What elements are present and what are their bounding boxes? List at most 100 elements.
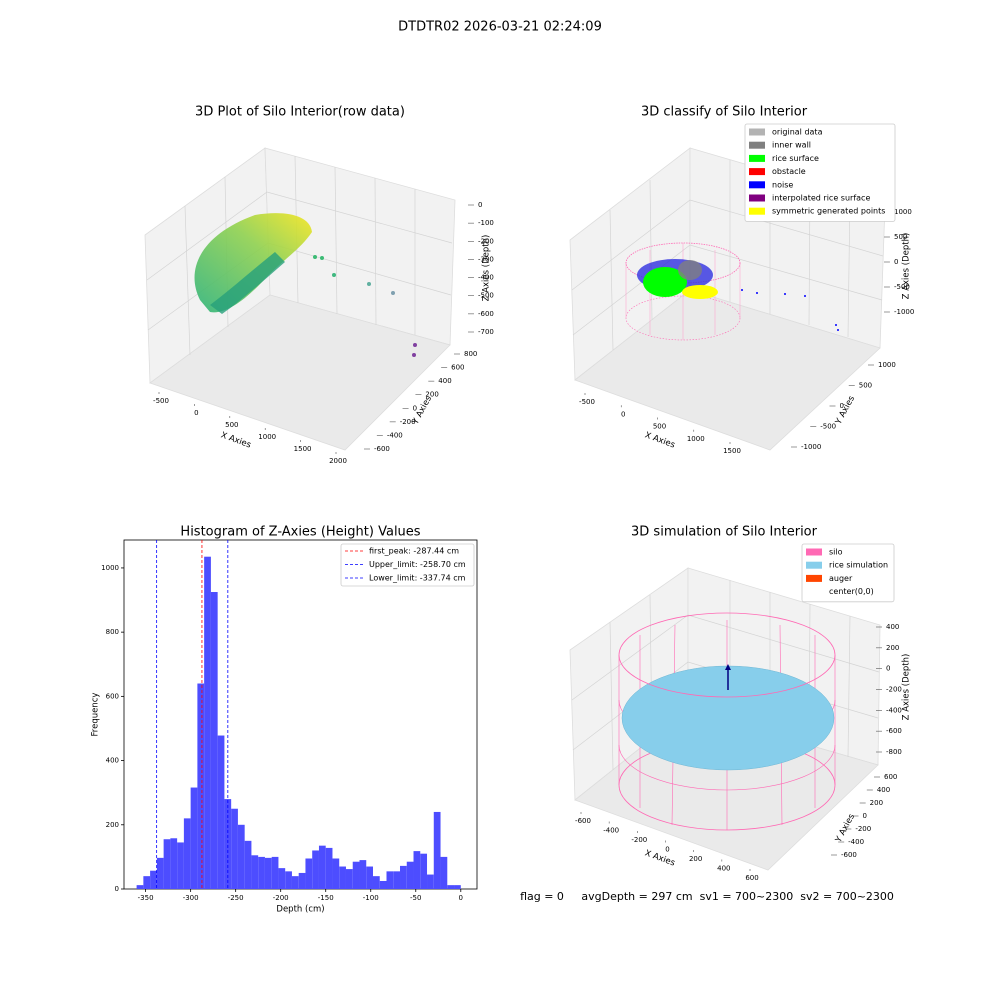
legend-label: original data [772,128,823,137]
histogram-bar [352,861,360,889]
y-tick-label: 600 [106,692,119,700]
x-tick-label: -150 [318,894,334,902]
x-tick-label: -350 [138,894,154,902]
z-tick-label: -400 [886,706,902,714]
histogram-bar [177,842,184,889]
x-tick-label: 500 [653,423,666,431]
histogram-bar [156,857,164,889]
chart-title: 3D simulation of Silo Interior [631,525,818,540]
y-tick-label: 0 [863,812,867,820]
y-axis-label: Frequency [91,693,101,737]
legend-swatch [749,141,765,149]
z-tick-label: -500 [894,283,910,291]
histogram-bar [420,853,428,889]
y-tick-label: -400 [848,838,864,846]
histogram-bar [427,874,434,889]
y-tick-label: 0 [840,402,844,410]
legend-label: silo [829,548,843,557]
z-tick-label: -200 [478,237,494,245]
legend-label: first_peak: -287.44 cm [369,547,459,556]
x-tick-label: -300 [183,894,199,902]
histogram-bar [204,556,211,889]
legend-label: symmetric generated points [772,207,885,216]
chart-title: 3D classify of Silo Interior [641,105,808,120]
x-axis-label: Depth (cm) [276,905,324,915]
legend-swatch [749,168,765,176]
x-tick-label: 1000 [687,435,705,443]
x-tick-label: 1500 [294,445,312,453]
x-tick-label: -500 [153,397,169,405]
histogram-bar [224,799,232,889]
histogram-bar [183,818,191,889]
histogram-bar [372,876,380,889]
z-axis-label: Z Axies (Depth) [902,654,912,721]
x-tick-label: 2000 [329,457,347,465]
legend-label: center(0,0) [829,587,874,596]
legend-label: interpolated rice surface [772,194,870,203]
y-tick-label: 400 [106,757,119,765]
legend-swatch [806,561,822,569]
x-tick-label: -50 [410,894,421,902]
z-tick-label: -800 [886,748,902,756]
histogram-bar [413,851,421,889]
histogram-bar [197,683,205,889]
x-tick-label: 0 [665,846,669,854]
histogram-bar [291,876,299,889]
legend-label: Upper_limit: -258.70 cm [369,560,466,569]
histogram-bar [170,838,178,889]
z-axis-label: Z Axies (Depth) [902,233,912,300]
histogram-bar [366,866,373,889]
x-tick-label: 600 [745,874,758,882]
axes-3d-panes [144,147,456,451]
z-tick-label: 200 [886,644,899,652]
x-tick-label: -600 [575,817,591,825]
z-tick-label: 500 [894,233,907,241]
figure-title: DTDTR02 2026-03-21 02:24:09 [398,20,602,35]
legend-swatch [749,207,765,215]
histogram-bar [231,808,238,889]
x-tick-label: -100 [363,894,379,902]
histogram-bar [136,885,144,889]
histogram-bar [264,857,272,889]
legend-swatch [806,548,822,556]
legend-label: obstacle [772,167,806,176]
histogram-bar [440,856,448,889]
histogram-bar [278,868,286,889]
y-tick-label: 200 [870,799,883,807]
histogram-bar [325,847,333,889]
z-tick-label: -300 [478,255,494,263]
x-tick-label: -500 [579,398,595,406]
z-tick-label: 1000 [894,208,912,216]
x-tick-label: 1500 [723,447,741,455]
histogram-bar [406,861,414,889]
axes-3d-panes [569,147,886,451]
x-tick-label: -250 [228,894,244,902]
y-tick-label: -500 [820,423,836,431]
legend-swatch [749,128,765,136]
x-tick-label: 500 [225,421,238,429]
histogram-bar [190,787,198,889]
y-tick-label: 600 [884,773,897,781]
histogram-bar [271,856,279,889]
histogram-bar [345,869,353,889]
histogram-bar [433,811,441,889]
legend-box [340,543,475,587]
histogram-bar [332,858,340,889]
legend-label: rice simulation [829,561,888,570]
legend-swatch [806,588,822,596]
histogram-bar [379,880,387,889]
legend-label: rice surface [772,154,819,163]
x-axis-label: X Axies [643,430,676,450]
y-tick-label: 800 [106,628,119,636]
z-tick-label: 0 [478,201,482,209]
histogram-bar [210,592,218,889]
z-tick-label: -600 [886,727,902,735]
histogram-bar [393,871,401,889]
y-tick-label: 400 [877,786,890,794]
histogram-bar [318,845,326,889]
histogram-bar [447,885,455,889]
y-tick-label: -200 [855,825,871,833]
histogram-bar [258,856,265,889]
histogram-bar [285,871,292,889]
